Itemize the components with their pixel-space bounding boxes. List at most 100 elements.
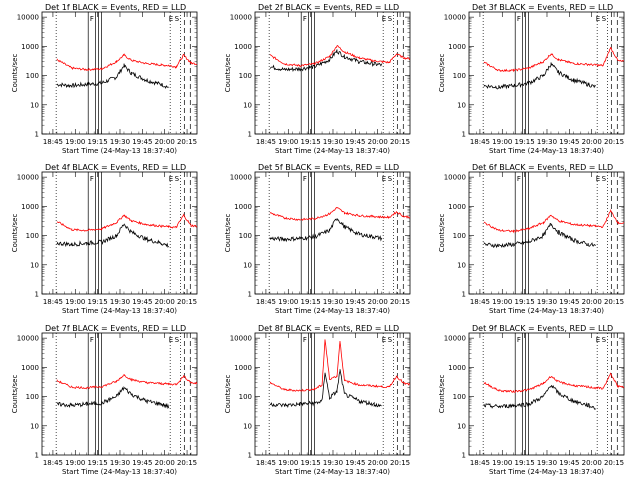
x-tick-label: 19:00: [278, 298, 298, 306]
x-tick-label: 18:45: [256, 138, 276, 146]
plot-frame: [41, 11, 198, 135]
lld-series-line: [56, 373, 198, 390]
y-tick-label: 1000: [448, 364, 466, 372]
y-tick-label: 1000: [21, 364, 39, 372]
saa-marker-label: S: [175, 336, 180, 344]
y-tick-label: 10: [30, 422, 39, 430]
lld-series-line: [483, 208, 625, 234]
panel-title: Det 4f BLACK = Events, RED = LLD: [45, 163, 186, 172]
y-tick-label: 1: [35, 291, 39, 299]
flare-marker-label: F: [517, 336, 521, 344]
y-tick-label: 1: [35, 131, 39, 139]
saa-marker-label: S: [388, 15, 393, 23]
x-tick-label: 19:45: [132, 459, 152, 467]
y-tick-label: 1000: [234, 203, 252, 211]
lld-series-line: [56, 53, 198, 72]
x-tick-label: 20:15: [390, 138, 410, 146]
x-tick-label: 19:00: [65, 298, 85, 306]
y-tick-label: 1: [462, 452, 466, 460]
x-tick-label: 18:45: [470, 298, 490, 306]
saa-marker-label: S: [175, 15, 180, 23]
x-tick-label: 19:30: [537, 298, 557, 306]
x-tick-label: 19:15: [88, 459, 108, 467]
x-tick-label: 19:15: [301, 459, 321, 467]
x-tick-label: 19:30: [110, 138, 130, 146]
saa-marker-label: S: [175, 175, 180, 183]
events-series-line: [56, 386, 170, 410]
x-tick-label: 19:15: [88, 298, 108, 306]
saa-marker-label: S: [602, 15, 607, 23]
y-axis-label: Counts/sec: [11, 375, 19, 414]
eclipse-marker-label: E: [596, 15, 600, 23]
eclipse-marker-label: E: [169, 15, 173, 23]
y-tick-label: 10: [457, 422, 466, 430]
x-tick-label: 19:45: [132, 298, 152, 306]
x-tick-label: 20:15: [604, 138, 624, 146]
y-tick-label: 10000: [230, 335, 252, 343]
lld-series-line: [269, 44, 411, 68]
x-tick-label: 20:15: [177, 459, 197, 467]
y-tick-label: 10: [457, 101, 466, 109]
x-tick-label: 19:45: [559, 138, 579, 146]
flare-marker-label: F: [303, 15, 307, 23]
plot-frame: [41, 332, 198, 456]
x-tick-label: 19:00: [278, 459, 298, 467]
y-tick-label: 10: [30, 261, 39, 269]
panel-title: Det 7f BLACK = Events, RED = LLD: [45, 324, 186, 333]
x-tick-label: 20:00: [155, 298, 175, 306]
x-tick-label: 19:30: [537, 138, 557, 146]
detector-panel-6: Det 6f BLACK = Events, RED = LLD 1 10 100 10…: [438, 163, 625, 315]
panel-title: Det 9f BLACK = Events, RED = LLD: [472, 324, 613, 333]
x-tick-label: 19:30: [323, 459, 343, 467]
plot-frame: [41, 171, 198, 295]
eclipse-marker-label: E: [596, 336, 600, 344]
y-tick-label: 10: [243, 101, 252, 109]
y-tick-label: 100: [239, 393, 252, 401]
x-tick-label: 19:30: [323, 138, 343, 146]
x-tick-label: 20:15: [604, 459, 624, 467]
y-tick-label: 1000: [448, 203, 466, 211]
x-tick-label: 20:15: [177, 298, 197, 306]
flare-marker-label: F: [90, 336, 94, 344]
x-axis-label: Start Time (24-May-13 18:37:40): [275, 147, 390, 155]
lld-series-line: [269, 339, 411, 392]
y-tick-label: 100: [26, 72, 39, 80]
flare-marker-label: F: [517, 175, 521, 183]
x-tick-label: 19:30: [110, 459, 130, 467]
x-tick-label: 19:15: [515, 138, 535, 146]
x-tick-label: 18:45: [43, 138, 63, 146]
x-tick-label: 20:00: [155, 138, 175, 146]
panel-title: Det 2f BLACK = Events, RED = LLD: [258, 3, 399, 12]
x-tick-label: 20:00: [368, 459, 388, 467]
saa-marker-label: S: [602, 336, 607, 344]
plot-frame: [254, 332, 411, 456]
y-tick-label: 100: [453, 393, 466, 401]
flare-marker-label: F: [90, 175, 94, 183]
detector-panel-8: Det 8f BLACK = Events, RED = LLD 1 10 100 10…: [224, 324, 411, 476]
events-series-line: [269, 369, 382, 408]
detector-panel-7: Det 7f BLACK = Events, RED = LLD 1 10 100 10…: [11, 324, 198, 476]
y-tick-label: 10000: [17, 14, 39, 22]
y-tick-label: 10000: [230, 14, 252, 22]
events-series-line: [269, 49, 383, 72]
y-axis-label: Counts/sec: [224, 54, 232, 93]
x-tick-label: 19:00: [492, 298, 512, 306]
x-tick-label: 19:45: [345, 138, 365, 146]
x-tick-label: 19:15: [515, 459, 535, 467]
x-tick-label: 19:00: [492, 459, 512, 467]
x-tick-label: 19:45: [559, 459, 579, 467]
x-tick-label: 18:45: [43, 459, 63, 467]
plot-frame: [468, 171, 625, 295]
y-tick-label: 1: [462, 131, 466, 139]
events-series-line: [56, 223, 169, 248]
x-tick-label: 19:15: [88, 138, 108, 146]
x-tick-label: 20:00: [582, 459, 602, 467]
y-tick-label: 100: [26, 232, 39, 240]
x-axis-label: Start Time (24-May-13 18:37:40): [275, 468, 390, 476]
x-tick-label: 19:30: [110, 298, 130, 306]
plot-frame: [254, 11, 411, 135]
y-tick-label: 1000: [234, 364, 252, 372]
saa-marker-label: S: [602, 175, 607, 183]
y-axis-label: Counts/sec: [224, 214, 232, 253]
